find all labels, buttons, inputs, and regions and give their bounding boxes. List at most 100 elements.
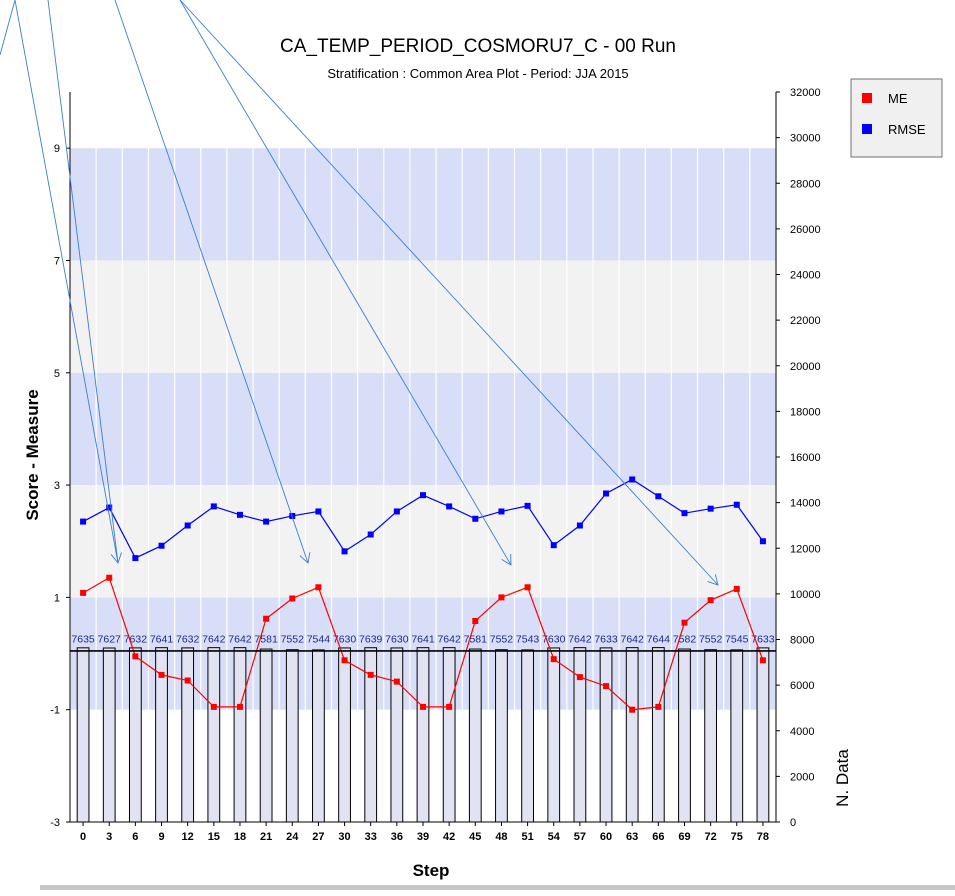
y2-tick-label: 22000 [790,315,821,327]
x-tick-label: 42 [443,831,455,843]
legend-me-label: ME [888,91,908,106]
axes [66,91,780,826]
band-1 [70,372,776,486]
x-tick-label: 72 [705,831,717,843]
point-rmse [524,502,531,509]
x-tick-label: 45 [469,831,481,843]
annotation-arrowhead-2 [501,553,512,566]
x-tick-label: 15 [208,831,220,843]
n-data-bar [468,648,482,823]
n-data-bar [756,647,770,823]
x-tick-label: 36 [391,831,403,843]
background-bands [70,92,776,822]
band-4 [70,485,776,598]
n-data-bar [625,647,639,823]
n-data-label: 7582 [673,634,697,646]
n-data-bar [233,647,247,823]
n-data-label: 7543 [516,634,540,646]
n-data-label: 7630 [333,634,357,646]
y-tick-label: 9 [54,143,60,155]
tick-labels: -3-1135790200040006000800010000120001400… [50,87,820,843]
y2-tick-label: 0 [790,817,796,829]
point-me [759,657,766,664]
n-data-bar [521,649,534,823]
point-me [184,677,191,684]
annotation-arrowhead-3 [707,574,719,586]
point-rmse [315,508,322,515]
point-me [367,671,374,678]
n-data-label: 7639 [359,634,383,646]
x-tick-label: 3 [106,831,112,843]
legend-box [850,78,943,158]
n-data-label: 7642 [202,634,226,646]
x-tick-label: 0 [80,831,86,843]
y-tick-label: 3 [54,480,60,492]
point-rmse [184,522,191,529]
point-me [629,706,636,713]
point-rmse [420,492,426,499]
y2-tick-label: 12000 [790,543,821,555]
legend-me-swatch [862,93,872,103]
point-rmse [550,542,557,549]
point-rmse [132,555,139,562]
n-data-label: 7581 [464,634,488,646]
annotation-arrowhead-1 [299,552,311,564]
point-me [603,683,610,690]
y-tick-label: 5 [54,368,60,380]
n-data-bar [312,649,325,823]
series-points [80,476,766,713]
x-tick-label: 66 [652,831,664,843]
n-data-label: 7632 [124,634,148,646]
point-rmse [446,503,453,510]
n-data-label: 7644 [647,634,671,646]
legend-rmse-label: RMSE [888,122,926,137]
y2-tick-label: 6000 [790,680,814,692]
x-tick-label: 18 [234,831,246,843]
point-me [263,615,270,622]
n-data-label: 7632 [176,634,200,646]
n-data-bar [259,648,273,823]
y2-tick-label: 10000 [790,589,821,601]
point-me [236,703,243,710]
n-data-label: 7642 [621,634,645,646]
point-me [393,678,400,685]
annotation-arrow-2 [179,0,512,566]
point-rmse [629,476,636,483]
x-tick-label: 75 [731,831,743,843]
point-rmse [367,531,374,538]
n-data-label: 7641 [411,634,435,646]
point-me [132,653,139,660]
x-tick-label: 39 [417,831,429,843]
point-me [341,657,348,664]
point-rmse [393,508,400,515]
annotation-arrows [0,0,719,586]
n-data-bar [730,649,744,823]
point-me [106,574,113,581]
point-rmse [655,493,662,500]
bottom-shadow [40,885,955,890]
point-rmse [341,548,348,555]
x-tick-label: 6 [132,831,138,843]
n-data-label: 7552 [699,634,723,646]
x-tick-label: 48 [495,831,507,843]
y2-tick-label: 20000 [790,361,821,373]
band-0 [70,148,776,261]
chart-title: CA_TEMP_PERIOD_COSMORU7_C - 00 Run [280,36,676,57]
n-data-label: 7627 [98,634,122,646]
point-me [472,617,479,624]
n-data-label: 7642 [228,634,252,646]
x-tick-label: 21 [260,831,272,843]
point-me [655,703,662,710]
n-data-bar [128,647,142,823]
y-axis-label: Score - Measure [23,389,42,520]
x-tick-label: 78 [757,831,769,843]
x-tick-label: 54 [548,831,561,843]
annotation-arrow-3 [179,0,719,586]
point-me [550,656,557,663]
point-rmse [498,508,505,515]
y2-tick-label: 18000 [790,406,821,418]
x-tick-label: 24 [286,831,299,843]
n-data-bar [207,647,221,823]
